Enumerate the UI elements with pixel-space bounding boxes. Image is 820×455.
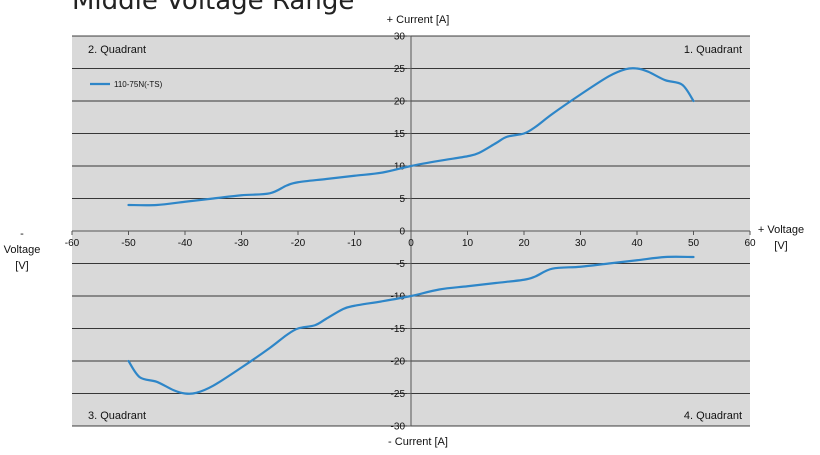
- x-axis-negative-label: - Voltage [V]: [2, 226, 42, 274]
- y-tick-label: 20: [394, 97, 406, 108]
- x-tick-label: -10: [347, 238, 362, 249]
- x-axis-positive-label-line1: + Voltage: [757, 224, 805, 236]
- x-tick-label: -30: [234, 238, 249, 249]
- y-tick-label: -15: [391, 324, 406, 335]
- y-tick-label: -5: [396, 259, 405, 270]
- x-tick-label: 30: [575, 238, 587, 249]
- y-tick-label: 0: [399, 227, 405, 238]
- y-tick-label: -30: [391, 422, 406, 433]
- legend-label: 110-75N(-TS): [114, 80, 163, 89]
- y-tick-label: -10: [391, 292, 406, 303]
- x-tick-label: -60: [65, 238, 80, 249]
- tick-labels: -60 -50 -40 -30 -20 -10 0 10 20 30 40 50 60-30-25-20…: [65, 32, 756, 433]
- x-axis-positive-label-line2: [V]: [774, 240, 788, 252]
- x-tick-label: -50: [121, 238, 136, 249]
- chart-title: Middle Voltage Range: [72, 0, 355, 16]
- x-axis-positive-label: + Voltage [V]: [757, 222, 805, 254]
- series-line-upper: [127, 67, 695, 207]
- legend: 110-75N(-TS): [90, 80, 163, 89]
- quadrant-3-label: 3. Quadrant: [88, 410, 146, 422]
- x-tick-label: -40: [178, 238, 193, 249]
- x-tick-label: 10: [462, 238, 474, 249]
- y-tick-label: 30: [394, 32, 406, 43]
- quadrant-1-label: 1. Quadrant: [684, 44, 742, 56]
- y-tick-label: 5: [399, 194, 405, 205]
- y-tick-label: 15: [394, 129, 406, 140]
- x-tick-label: -20: [291, 238, 306, 249]
- x-tick-label: 40: [631, 238, 643, 249]
- y-axis-negative-label: - Current [A]: [388, 436, 448, 448]
- series-layer: [127, 67, 695, 395]
- quadrant-4-label: 4. Quadrant: [684, 410, 742, 422]
- quadrant-2-label: 2. Quadrant: [88, 44, 146, 56]
- x-axis-negative-label-line2: [V]: [15, 260, 29, 272]
- x-tick-label: 60: [744, 238, 756, 249]
- x-tick-label: 20: [518, 238, 530, 249]
- x-axis-negative-label-line1: - Voltage: [3, 228, 41, 256]
- y-tick-label: 10: [394, 162, 406, 173]
- y-tick-label: 25: [394, 64, 406, 75]
- y-tick-label: -20: [391, 357, 406, 368]
- series-line-lower: [127, 255, 695, 395]
- y-tick-label: -25: [391, 389, 406, 400]
- x-tick-label: 0: [408, 238, 414, 249]
- y-axis-positive-label: + Current [A]: [386, 14, 450, 26]
- x-tick-label: 50: [688, 238, 700, 249]
